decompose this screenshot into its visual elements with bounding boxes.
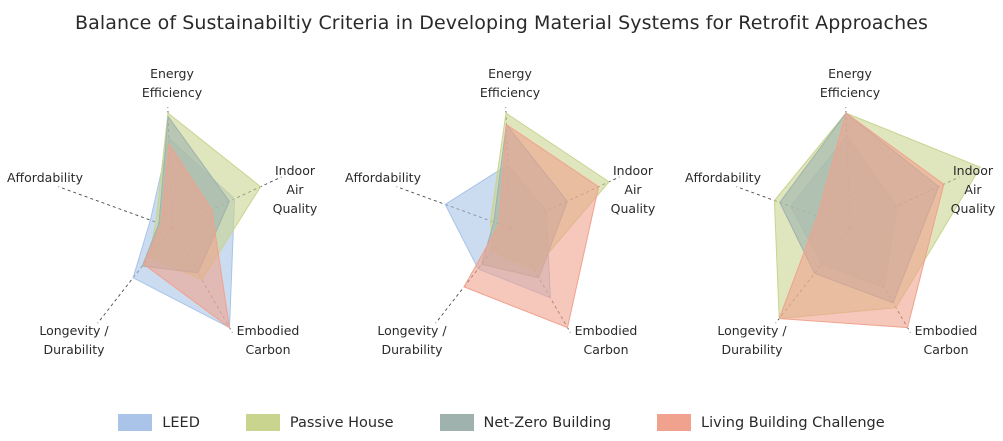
legend-swatch-leed <box>118 414 153 431</box>
axis-label-affordability: Affordability <box>345 170 422 185</box>
axis-label-energy-efficiency: Energy Efficiency <box>820 66 881 100</box>
legend-item-leed: LEED <box>118 414 200 431</box>
axis-label-embodied-carbon: Embodied Carbon <box>915 323 978 357</box>
radar-chart-2: Energy Efficiency Indoor Air Quality Embodied… <box>345 66 656 357</box>
radar-chart-1: Energy Efficiency Indoor Air Quality Embodied… <box>7 66 318 357</box>
legend: LEED Passive House Net-Zero Building Liv… <box>0 414 1003 431</box>
axis-label-longevity-durability: Longevity / Durability <box>39 323 109 357</box>
legend-label-net-zero-building: Net-Zero Building <box>483 414 612 431</box>
axis-label-embodied-carbon: Embodied Carbon <box>237 323 300 357</box>
legend-swatch-passive-house <box>245 414 280 431</box>
axis-label-indoor-air-quality: Indoor Air Quality <box>273 163 318 216</box>
legend-swatch-net-zero-building <box>439 414 474 431</box>
chart-title: Balance of Sustainabiltiy Criteria in De… <box>74 12 929 34</box>
series-area-living-building-challenge <box>778 112 945 329</box>
axis-label-longevity-durability: Longevity / Durability <box>377 323 447 357</box>
legend-label-living-building-challenge: Living Building Challenge <box>701 414 885 431</box>
axis-label-longevity-durability: Longevity / Durability <box>717 323 787 357</box>
legend-item-passive-house: Passive House <box>245 414 394 431</box>
legend-item-net-zero-building: Net-Zero Building <box>439 414 612 431</box>
legend-item-living-building-challenge: Living Building Challenge <box>657 414 885 431</box>
legend-label-leed: LEED <box>162 414 200 431</box>
axis-label-indoor-air-quality: Indoor Air Quality <box>611 163 656 216</box>
axis-label-affordability: Affordability <box>7 170 84 185</box>
axis-label-indoor-air-quality: Indoor Air Quality <box>951 163 996 216</box>
legend-label-passive-house: Passive House <box>289 414 394 431</box>
series-area-living-building-challenge <box>463 123 600 329</box>
axis-label-energy-efficiency: Energy Efficiency <box>480 66 541 100</box>
axis-label-affordability: Affordability <box>685 170 762 185</box>
axis-label-embodied-carbon: Embodied Carbon <box>575 323 638 357</box>
radar-chart-3: Energy Efficiency Indoor Air Quality Embodied… <box>685 66 996 357</box>
axis-label-energy-efficiency: Energy Efficiency <box>142 66 203 100</box>
series-area-living-building-challenge <box>143 142 231 329</box>
legend-swatch-living-building-challenge <box>657 414 692 431</box>
